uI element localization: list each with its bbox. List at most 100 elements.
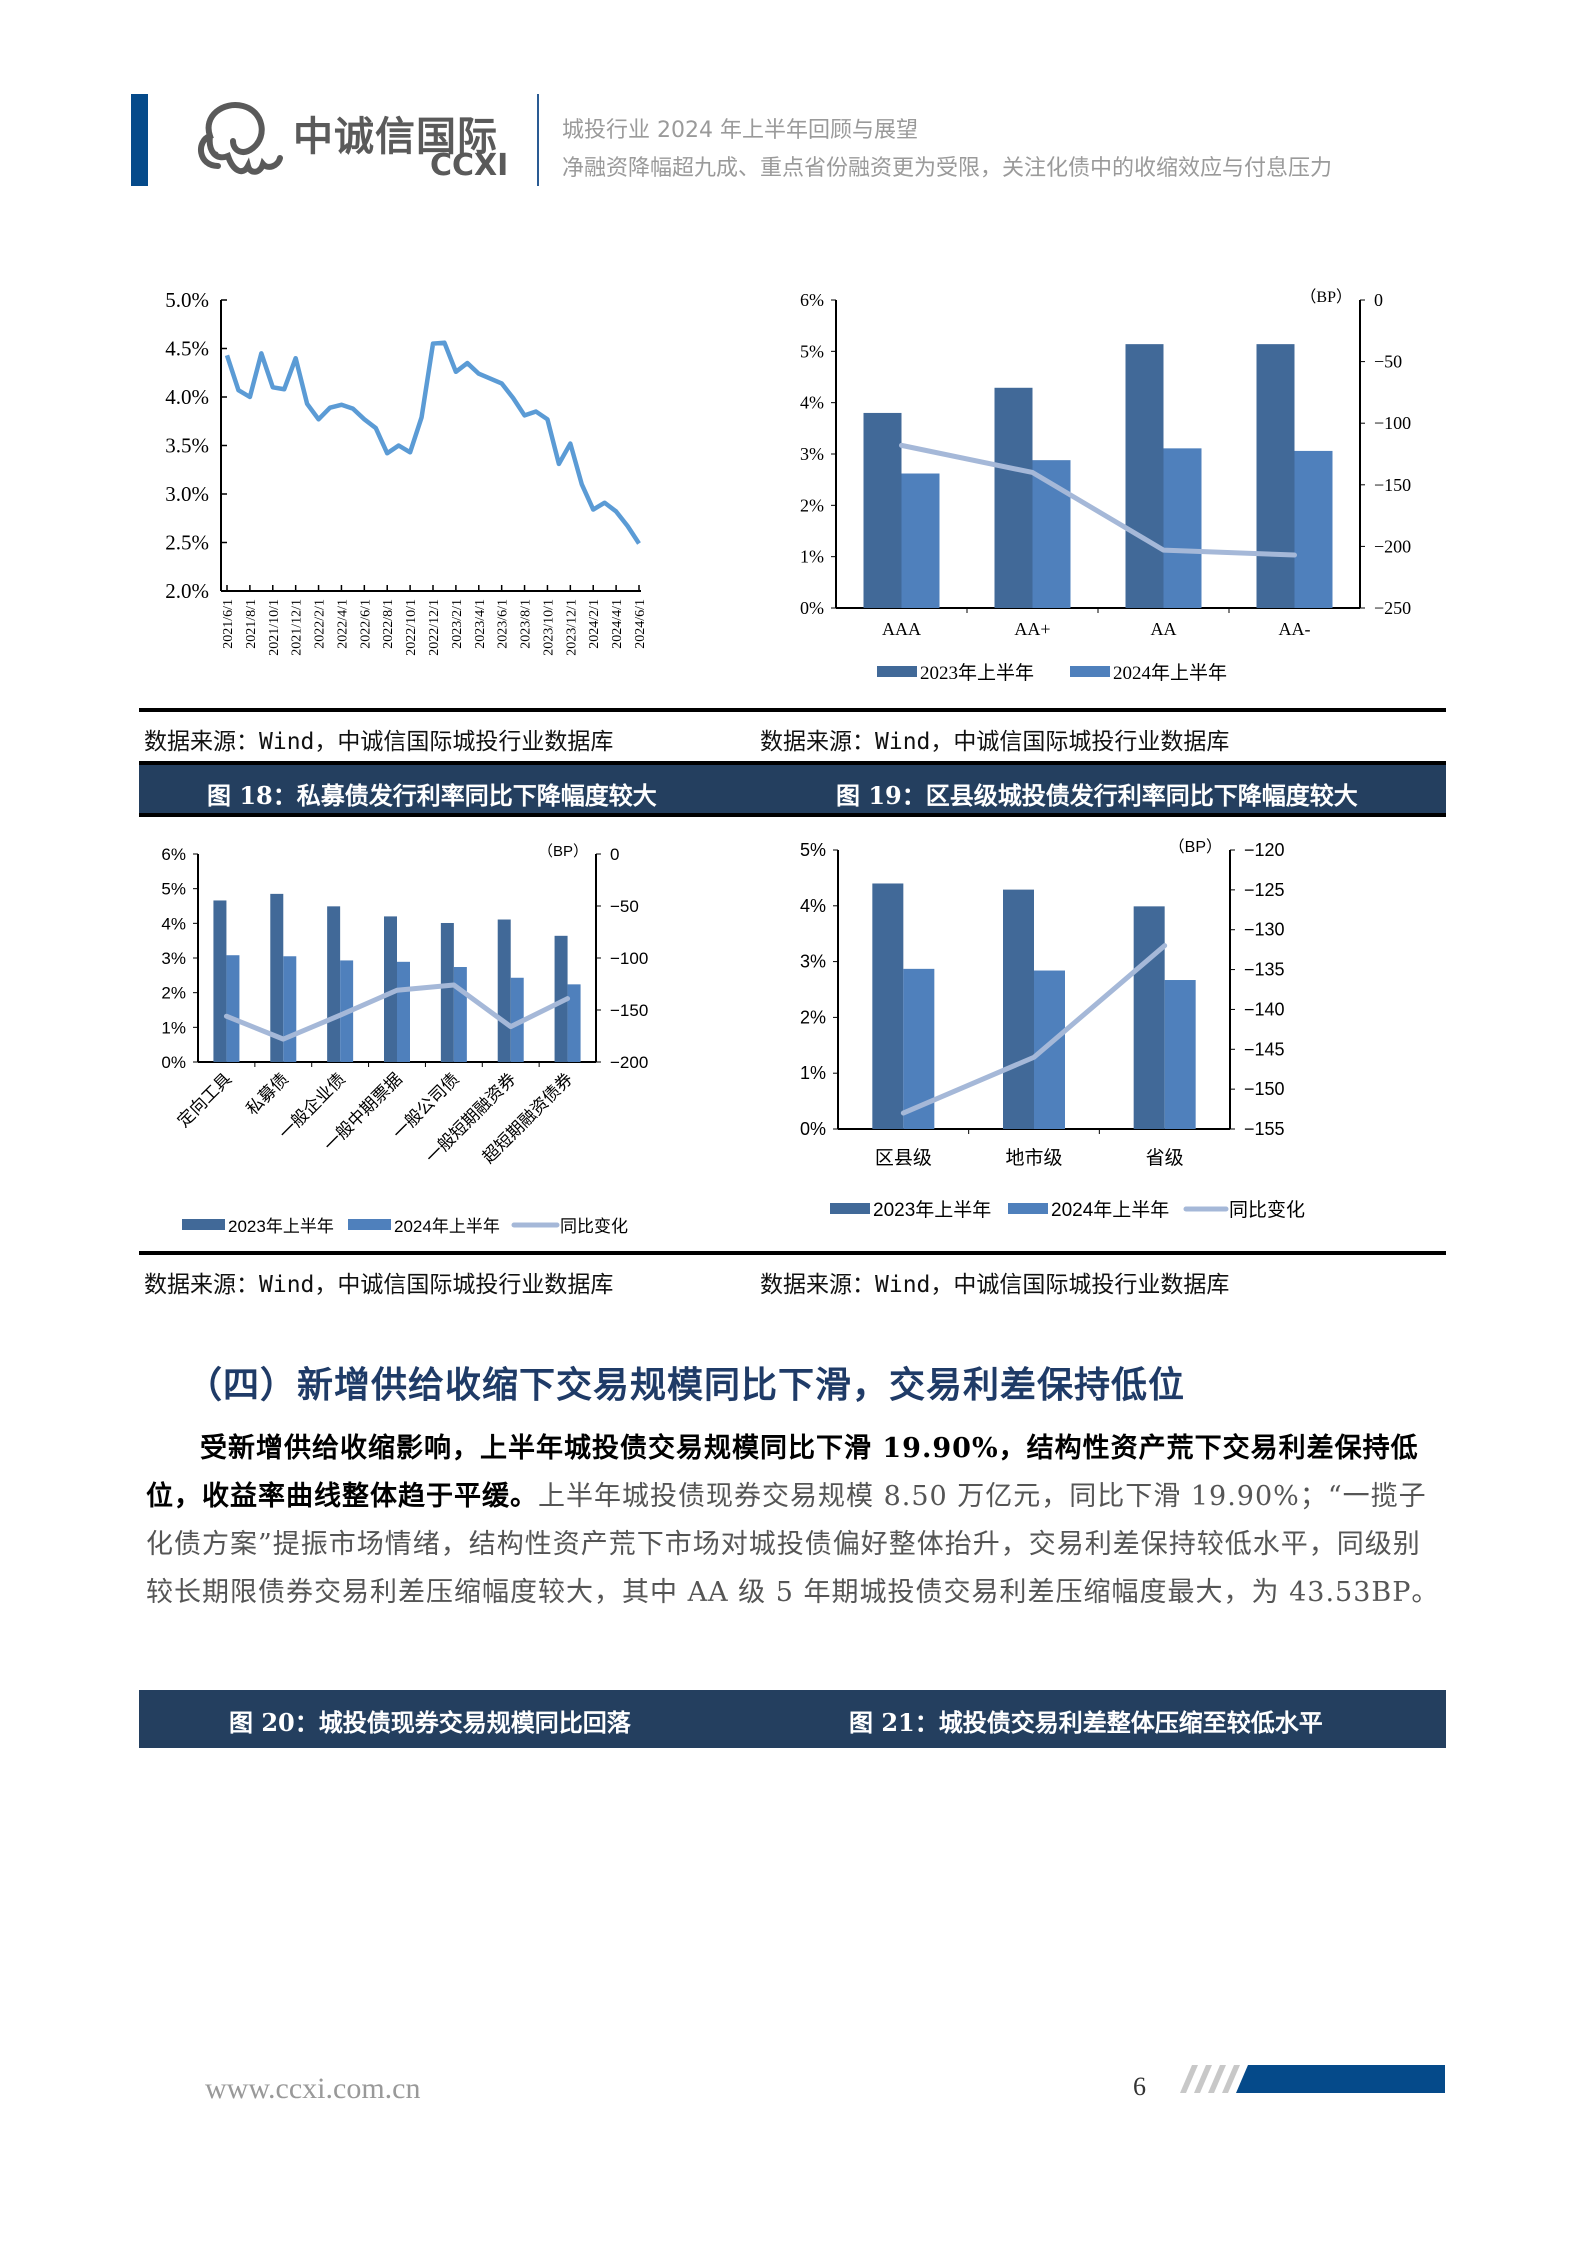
- footer-url[interactable]: www.ccxi.com.cn: [205, 2072, 421, 2105]
- figure-caption-18: 图 18：私募债发行利率同比下降幅度较大: [207, 781, 657, 810]
- x-tick-label: 2023/2/1: [450, 599, 465, 649]
- bar-2023: [270, 893, 284, 1062]
- bar-2023: [327, 906, 341, 1062]
- bar-2023: [863, 412, 902, 608]
- legend-label: 同比变化: [560, 1217, 628, 1236]
- source-note: 数据来源：Wind，中诚信国际城投行业数据库: [760, 1272, 1230, 1298]
- legend-swatch: [348, 1219, 391, 1230]
- y-left-tick: 0%: [161, 1053, 186, 1072]
- right-axis-unit: （BP）: [538, 843, 588, 860]
- yoy-change-line: [223, 982, 571, 1042]
- x-tick-label: 2021/8/1: [244, 599, 259, 649]
- bar-2024: [510, 977, 524, 1062]
- yoy-change-line: [900, 943, 1168, 1116]
- category-label: AA+: [1014, 619, 1050, 639]
- bar-2023: [497, 919, 511, 1062]
- y-right-tick: 0: [610, 845, 619, 864]
- elephant-logo-icon: [198, 102, 283, 175]
- x-tick-label: 2022/8/1: [381, 599, 396, 649]
- y-right-tick: −50: [610, 897, 639, 916]
- figure-caption-19: 图 19：区县级城投债发行利率同比下降幅度较大: [836, 781, 1358, 810]
- bar-2023: [1125, 344, 1164, 608]
- caption-bar: 图 18：私募债发行利率同比下降幅度较大 图 19：区县级城投债发行利率同比下降…: [139, 761, 1446, 817]
- category-label: 定向工具: [174, 1069, 236, 1131]
- footer-stripe-decoration: [1180, 2065, 1445, 2093]
- fig18-bar-line-chart: 0% 1% 2% 3% 4% 5% 6% 0 −50 −100 −150 −200 （BP） 定向工具 私募…: [161, 843, 648, 1236]
- source-note: 数据来源：Wind，中诚信国际城投行业数据库: [144, 1272, 614, 1298]
- y-right-tick: 0: [1374, 290, 1383, 310]
- bar-2024: [1034, 970, 1065, 1129]
- y-left-tick: 1%: [800, 1063, 826, 1083]
- legend-label: 同比变化: [1229, 1199, 1305, 1221]
- y-left-tick: 2%: [161, 984, 186, 1003]
- y-right-tick: −200: [1374, 536, 1411, 556]
- y-right-tick: −50: [1374, 352, 1402, 372]
- y-right-tick: −150: [1374, 475, 1411, 495]
- y-right-tick: −250: [1374, 598, 1411, 618]
- y-left-tick: 5%: [800, 341, 824, 361]
- y-left-tick: 4%: [800, 896, 826, 916]
- category-label: AAA: [882, 619, 921, 639]
- legend-label: 2024年上半年: [1113, 662, 1227, 684]
- legend-swatch: [1070, 666, 1110, 677]
- category-label: 私募债: [243, 1069, 292, 1118]
- x-tick-label: 2021/10/1: [267, 599, 282, 656]
- y-right-tick: −100: [610, 949, 648, 968]
- legend-swatch: [877, 666, 917, 677]
- y-right-tick: −135: [1244, 960, 1285, 980]
- y-left-tick: 4%: [800, 393, 824, 413]
- legend-label: 2023年上半年: [228, 1217, 334, 1236]
- bar-2023: [1256, 344, 1295, 608]
- y-left-tick: 5%: [161, 880, 186, 899]
- y-tick-label: 3.5%: [165, 434, 209, 458]
- category-label: 区县级: [875, 1147, 932, 1169]
- x-tick-label: 2024/6/1: [633, 599, 648, 649]
- legend-label: 2023年上半年: [873, 1199, 991, 1221]
- x-tick-label: 2022/4/1: [335, 599, 350, 649]
- divider-rule: [139, 1251, 1446, 1255]
- right-axis-unit: （BP）: [1169, 838, 1222, 856]
- bar-2024: [1163, 448, 1202, 608]
- header-divider: [537, 94, 539, 186]
- x-tick-label: 2023/12/1: [564, 599, 579, 656]
- category-label: 地市级: [1005, 1147, 1062, 1169]
- figure-caption-20: 图 20：城投债现券交易规模同比回落: [229, 1708, 631, 1737]
- right-axis-unit: （BP）: [1300, 288, 1352, 306]
- yoy-change-line: [899, 442, 1297, 558]
- bar-2023: [440, 922, 454, 1062]
- x-tick-label: 2022/12/1: [427, 599, 442, 656]
- y-right-tick: −130: [1244, 920, 1285, 940]
- rate-series-line: [224, 340, 641, 545]
- bar-2023: [213, 900, 227, 1062]
- category-label: AA-: [1279, 619, 1311, 639]
- y-tick-label: 2.5%: [165, 531, 209, 555]
- bar-2024: [901, 473, 940, 608]
- bar-2023: [554, 935, 568, 1062]
- header-accent-bar: [131, 94, 148, 186]
- ccxi-logo: 中诚信国际 CCXI: [188, 96, 508, 186]
- y-right-tick: −120: [1244, 840, 1285, 860]
- y-tick-label: 4.0%: [165, 385, 209, 409]
- bar-2024: [397, 961, 410, 1062]
- x-tick-label: 2023/4/1: [473, 599, 488, 649]
- category-label: 省级: [1146, 1147, 1184, 1169]
- y-left-tick: 4%: [161, 914, 186, 933]
- paragraph-body: 上半年城投债现券交易规模 8.50 万亿元，同比下滑 19.90%；“一揽子化债…: [146, 1481, 1440, 1608]
- page-number: 6: [1133, 2072, 1146, 2101]
- rate-trend-line-chart: 2.0% 2.5% 3.0% 3.5% 4.0% 4.5% 5.0% 2021/6/1 2021…: [165, 288, 648, 656]
- x-tick-label: 2021/6/1: [221, 599, 236, 649]
- x-tick-label: 2023/10/1: [541, 599, 556, 656]
- bar-2023: [1133, 906, 1165, 1129]
- y-right-tick: −150: [1244, 1079, 1285, 1099]
- x-tick-label: 2022/10/1: [404, 599, 419, 656]
- y-right-tick: −155: [1244, 1119, 1285, 1139]
- legend-label: 2024年上半年: [1051, 1199, 1169, 1221]
- y-right-tick: −140: [1244, 999, 1285, 1019]
- y-left-tick: 3%: [161, 949, 186, 968]
- x-tick-label: 2022/6/1: [358, 599, 373, 649]
- x-tick-label: 2022/2/1: [313, 599, 328, 649]
- y-tick-label: 4.5%: [165, 337, 209, 361]
- category-label: AA: [1151, 619, 1177, 639]
- y-right-tick: −100: [1374, 413, 1411, 433]
- legend-label: 2024年上半年: [394, 1217, 500, 1236]
